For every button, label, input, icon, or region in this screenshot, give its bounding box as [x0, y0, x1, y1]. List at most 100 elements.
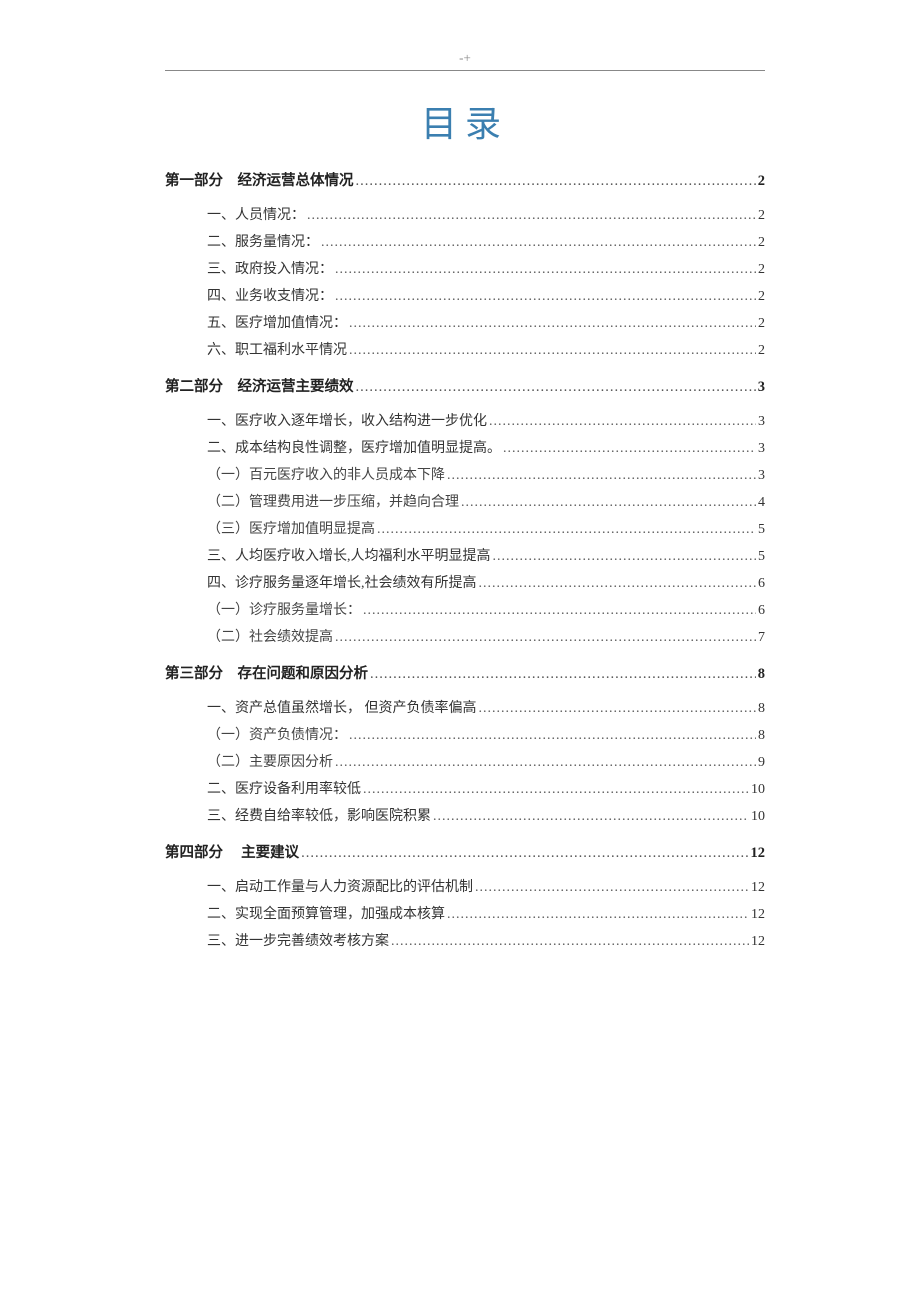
- toc-entry-label: 四、诊疗服务量逐年增长,社会绩效有所提高: [207, 572, 477, 592]
- toc-entry[interactable]: 五、医疗增加值情况：..............................…: [207, 312, 765, 332]
- toc-entry[interactable]: （三）医疗增加值明显提高............................…: [207, 518, 765, 538]
- toc-entry-label: 第三部分 存在问题和原因分析: [165, 662, 368, 683]
- toc-dots-leader: ........................................…: [447, 468, 756, 484]
- toc-dots-leader: ........................................…: [335, 289, 756, 305]
- toc-entry[interactable]: 六、职工福利水平情况..............................…: [207, 339, 765, 359]
- toc-entry[interactable]: 二、医疗设备利用率较低.............................…: [207, 778, 765, 798]
- toc-entry[interactable]: （二）社会绩效提高...............................…: [207, 626, 765, 646]
- toc-entry-label: 二、实现全面预算管理，加强成本核算: [207, 903, 445, 923]
- toc-entry-page: 3: [758, 468, 765, 484]
- toc-entry[interactable]: （一）百元医疗收入的非人员成本下降.......................…: [207, 464, 765, 484]
- toc-entry[interactable]: 三、政府投入情况：...............................…: [207, 258, 765, 278]
- toc-entry-page: 2: [758, 235, 765, 251]
- toc-dots-leader: ........................................…: [349, 728, 756, 744]
- toc-entry-page: 2: [758, 173, 765, 190]
- toc-entry-label: 三、进一步完善绩效考核方案: [207, 930, 389, 950]
- toc-entry-page: 6: [758, 576, 765, 592]
- toc-entry-page: 2: [758, 316, 765, 332]
- toc-dots-leader: ........................................…: [363, 782, 749, 798]
- toc-dots-leader: ........................................…: [493, 549, 757, 565]
- toc-dots-leader: ........................................…: [349, 343, 756, 359]
- toc-dots-leader: ........................................…: [301, 845, 748, 862]
- toc-dots-leader: ........................................…: [433, 809, 749, 825]
- toc-entry-label: 一、启动工作量与人力资源配比的评估机制: [207, 876, 473, 896]
- toc-entry-label: 六、职工福利水平情况: [207, 339, 347, 359]
- toc-entry-label: 三、经费自给率较低，影响医院积累: [207, 805, 431, 825]
- toc-dots-leader: ........................................…: [356, 173, 756, 190]
- toc-dots-leader: ........................................…: [356, 379, 756, 396]
- toc-entry-page: 4: [758, 495, 765, 511]
- toc-entry-label: 一、资产总值虽然增长， 但资产负债率偏高: [207, 697, 477, 717]
- toc-entry[interactable]: 第二部分 经济运营主要绩效...........................…: [165, 375, 765, 396]
- toc-entry-page: 5: [758, 549, 765, 565]
- toc-entry-page: 6: [758, 603, 765, 619]
- toc-entry[interactable]: 第四部分 主要建议...............................…: [165, 841, 765, 862]
- toc-entry[interactable]: 第三部分 存在问题和原因分析..........................…: [165, 662, 765, 683]
- toc-entry-page: 10: [751, 782, 765, 798]
- toc-dots-leader: ........................................…: [489, 414, 756, 430]
- toc-entry[interactable]: （一）诊疗服务量增长：.............................…: [207, 599, 765, 619]
- toc-entry-label: 二、医疗设备利用率较低: [207, 778, 361, 798]
- toc-entry-label: （三）医疗增加值明显提高: [207, 518, 375, 538]
- header-divider: [165, 70, 765, 71]
- toc-entry[interactable]: 四、诊疗服务量逐年增长,社会绩效有所提高....................…: [207, 572, 765, 592]
- toc-entry-label: 二、服务量情况：: [207, 231, 319, 251]
- toc-entry[interactable]: 一、资产总值虽然增长， 但资产负债率偏高....................…: [207, 697, 765, 717]
- toc-entry-page: 2: [758, 208, 765, 224]
- toc-dots-leader: ........................................…: [479, 701, 757, 717]
- toc-entry-label: 三、政府投入情况：: [207, 258, 333, 278]
- toc-entry-label: 第四部分 主要建议: [165, 841, 299, 862]
- toc-dots-leader: ........................................…: [307, 208, 756, 224]
- toc-entry-label: 四、业务收支情况：: [207, 285, 333, 305]
- toc-dots-leader: ........................................…: [363, 603, 756, 619]
- toc-entry-page: 12: [751, 880, 765, 896]
- toc-entry[interactable]: 四、业务收支情况：...............................…: [207, 285, 765, 305]
- toc-entry[interactable]: 三、经费自给率较低，影响医院积累........................…: [207, 805, 765, 825]
- toc-entry[interactable]: 一、启动工作量与人力资源配比的评估机制.....................…: [207, 876, 765, 896]
- toc-entry[interactable]: 一、医疗收入逐年增长，收入结构进一步优化....................…: [207, 410, 765, 430]
- toc-dots-leader: ........................................…: [349, 316, 756, 332]
- toc-entry-label: 第一部分 经济运营总体情况: [165, 169, 354, 190]
- toc-entry-page: 12: [751, 907, 765, 923]
- toc-dots-leader: ........................................…: [461, 495, 756, 511]
- toc-entry-label: 一、人员情况：: [207, 204, 305, 224]
- toc-entry[interactable]: 三、进一步完善绩效考核方案...........................…: [207, 930, 765, 950]
- toc-entry-page: 2: [758, 343, 765, 359]
- toc-entry-page: 8: [758, 701, 765, 717]
- toc-entry-page: 8: [758, 728, 765, 744]
- toc-entry-label: 五、医疗增加值情况：: [207, 312, 347, 332]
- toc-entry[interactable]: 二、服务量情况：................................…: [207, 231, 765, 251]
- toc-entry[interactable]: （二）管理费用进一步压缩，并趋向合理......................…: [207, 491, 765, 511]
- toc-dots-leader: ........................................…: [391, 934, 749, 950]
- toc-entry-page: 5: [758, 522, 765, 538]
- page-header-mark: -+: [165, 50, 765, 66]
- toc-entry[interactable]: 三、人均医疗收入增长,人均福利水平明显提高...................…: [207, 545, 765, 565]
- toc-entry[interactable]: 二、实现全面预算管理，加强成本核算.......................…: [207, 903, 765, 923]
- toc-entry-page: 8: [758, 666, 765, 683]
- toc-title: 目录: [165, 95, 765, 147]
- toc-entry-page: 3: [758, 414, 765, 430]
- toc-entry-label: 三、人均医疗收入增长,人均福利水平明显提高: [207, 545, 491, 565]
- toc-entry[interactable]: 第一部分 经济运营总体情况...........................…: [165, 169, 765, 190]
- toc-dots-leader: ........................................…: [370, 666, 756, 683]
- toc-dots-leader: ........................................…: [479, 576, 757, 592]
- toc-dots-leader: ........................................…: [335, 630, 756, 646]
- toc-entry[interactable]: （一）资产负债情况：..............................…: [207, 724, 765, 744]
- toc-entry-label: （一）资产负债情况：: [207, 724, 347, 744]
- document-page: -+ 目录 第一部分 经济运营总体情况.....................…: [0, 0, 920, 1302]
- toc-dots-leader: ........................................…: [447, 907, 749, 923]
- toc-entry-label: （二）管理费用进一步压缩，并趋向合理: [207, 491, 459, 511]
- toc-entry[interactable]: （二）主要原因分析...............................…: [207, 751, 765, 771]
- toc-entry-page: 10: [751, 809, 765, 825]
- toc-entry-page: 7: [758, 630, 765, 646]
- toc-entry[interactable]: 一、人员情况：.................................…: [207, 204, 765, 224]
- toc-entry-page: 2: [758, 289, 765, 305]
- table-of-contents: 第一部分 经济运营总体情况...........................…: [165, 169, 765, 950]
- toc-dots-leader: ........................................…: [335, 755, 756, 771]
- toc-entry[interactable]: 二、成本结构良性调整，医疗增加值明显提高。...................…: [207, 437, 765, 457]
- toc-entry-page: 9: [758, 755, 765, 771]
- toc-entry-label: （二）社会绩效提高: [207, 626, 333, 646]
- toc-entry-label: 一、医疗收入逐年增长，收入结构进一步优化: [207, 410, 487, 430]
- toc-dots-leader: ........................................…: [377, 522, 756, 538]
- toc-entry-label: （一）百元医疗收入的非人员成本下降: [207, 464, 445, 484]
